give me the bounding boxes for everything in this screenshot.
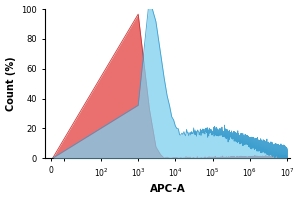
X-axis label: APC-A: APC-A bbox=[150, 184, 185, 194]
Y-axis label: Count (%): Count (%) bbox=[6, 56, 16, 111]
